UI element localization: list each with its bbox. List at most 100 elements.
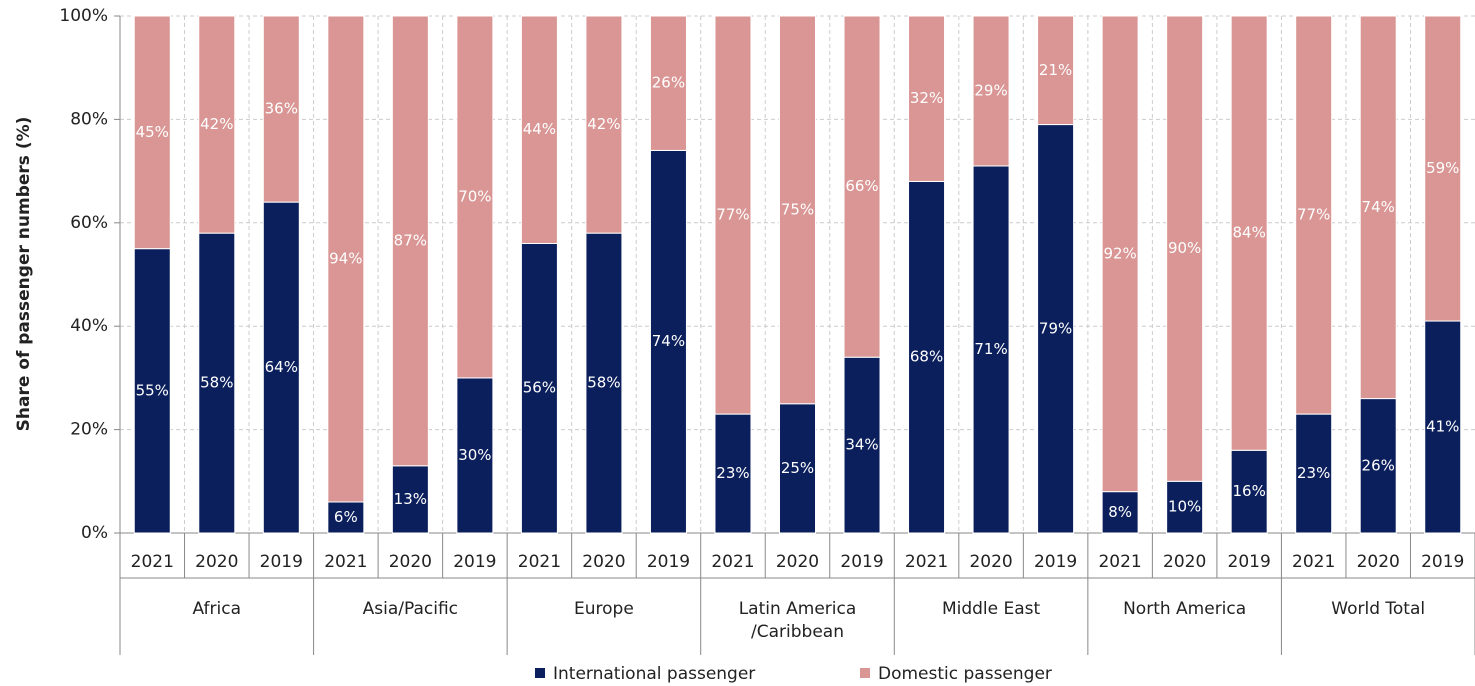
- x-tick-label: 2021: [518, 552, 561, 572]
- bar-segment: [198, 232, 236, 534]
- bar-segment: [198, 15, 236, 234]
- bar-segment: [1037, 15, 1075, 126]
- x-tick-label: 2020: [776, 552, 819, 572]
- bar-segment: [456, 15, 494, 379]
- data-label: 10%: [1168, 498, 1201, 516]
- y-tick-label: 60%: [70, 213, 108, 233]
- data-label: 74%: [1362, 198, 1395, 216]
- data-label: 21%: [1039, 61, 1072, 79]
- y-tick-label: 20%: [70, 420, 108, 440]
- data-label: 26%: [652, 74, 685, 92]
- data-label: 68%: [910, 348, 943, 366]
- data-label: 29%: [974, 81, 1007, 99]
- bar-segment: [585, 232, 623, 534]
- bar-segment: [456, 377, 494, 534]
- data-label: 64%: [265, 358, 298, 376]
- y-tick-label: 40%: [70, 316, 108, 336]
- x-tick-label: 2021: [324, 552, 367, 572]
- x-tick-label: 2020: [1357, 552, 1400, 572]
- data-label: 75%: [781, 200, 814, 218]
- x-tick-label: 2021: [131, 552, 174, 572]
- bar-segment: [1166, 15, 1204, 482]
- data-label: 79%: [1039, 319, 1072, 337]
- x-tick-label: 2021: [711, 552, 754, 572]
- x-tick-label: 2020: [389, 552, 432, 572]
- group-label: Latin America /Caribbean: [738, 599, 857, 642]
- data-label: 13%: [394, 490, 427, 508]
- y-axis-label: Share of passenger numbers (%): [14, 117, 34, 432]
- data-label: 34%: [845, 436, 878, 454]
- data-label: 94%: [329, 249, 362, 267]
- x-tick-label: 2020: [582, 552, 625, 572]
- data-label: 66%: [845, 177, 878, 195]
- data-label: 44%: [523, 120, 556, 138]
- data-label: 58%: [587, 374, 620, 392]
- x-tick-label: 2019: [840, 552, 883, 572]
- data-label: 36%: [265, 100, 298, 118]
- bar-segment: [1037, 124, 1075, 534]
- y-tick-label: 0%: [81, 523, 108, 543]
- bar-segment: [972, 15, 1010, 167]
- bar-segment: [779, 15, 816, 405]
- data-label: 16%: [1232, 482, 1265, 500]
- data-label: 45%: [136, 123, 169, 141]
- data-label: 71%: [974, 340, 1007, 358]
- data-label: 32%: [910, 89, 943, 107]
- data-label: 77%: [1297, 206, 1330, 224]
- data-label: 23%: [1297, 464, 1330, 482]
- bar-segment: [908, 180, 946, 534]
- x-tick-label: 2019: [453, 552, 496, 572]
- bar-segment: [714, 15, 752, 415]
- x-tick-label: 2021: [1292, 552, 1335, 572]
- x-tick-label: 2019: [1228, 552, 1271, 572]
- data-label: 74%: [652, 332, 685, 350]
- bar-segment: [908, 15, 946, 182]
- bar-segment: [585, 15, 623, 234]
- group-label: Africa: [192, 599, 242, 619]
- group-label: North America: [1123, 599, 1247, 619]
- group-label: Middle East: [941, 599, 1041, 619]
- bar-segment: [1230, 15, 1268, 451]
- bar-segment: [391, 465, 429, 534]
- x-tick-label: 2021: [1098, 552, 1141, 572]
- x-tick-label: 2019: [1034, 552, 1077, 572]
- data-label: 92%: [1103, 244, 1136, 262]
- data-label: 59%: [1426, 159, 1459, 177]
- data-label: 77%: [716, 206, 749, 224]
- data-label: 30%: [458, 446, 491, 464]
- data-label: 55%: [136, 381, 169, 399]
- data-label: 70%: [458, 187, 491, 205]
- group-label: Europe: [574, 599, 634, 619]
- data-label: 8%: [1108, 503, 1132, 521]
- bar-segment: [843, 15, 881, 358]
- group-label: World Total: [1331, 599, 1426, 619]
- x-tick-label: 2019: [1421, 552, 1464, 572]
- legend-label: International passenger: [553, 664, 755, 684]
- data-label: 6%: [334, 508, 358, 526]
- bar-segment: [133, 15, 171, 250]
- bar-segment: [1230, 449, 1268, 534]
- data-label: 41%: [1426, 418, 1459, 436]
- data-label: 56%: [523, 379, 556, 397]
- bar-segment: [133, 248, 171, 534]
- data-label: 23%: [716, 464, 749, 482]
- bar-segment: [1101, 15, 1139, 493]
- data-label: 25%: [781, 459, 814, 477]
- data-label: 42%: [587, 115, 620, 133]
- x-tick-label: 2019: [260, 552, 303, 572]
- data-label: 84%: [1232, 224, 1265, 242]
- legend-swatch: [535, 668, 545, 678]
- x-tick-label: 2020: [195, 552, 238, 572]
- bar-segment: [1101, 491, 1139, 534]
- bar-segment: [1295, 15, 1333, 415]
- bar-segment: [649, 149, 687, 534]
- bar-segment: [262, 15, 300, 203]
- bar-segment: [1359, 398, 1397, 534]
- bar-segment: [649, 15, 687, 151]
- data-label: 42%: [200, 115, 233, 133]
- bar-segment: [520, 15, 558, 244]
- bar-segment: [1424, 15, 1462, 322]
- bar-segment: [1359, 15, 1397, 400]
